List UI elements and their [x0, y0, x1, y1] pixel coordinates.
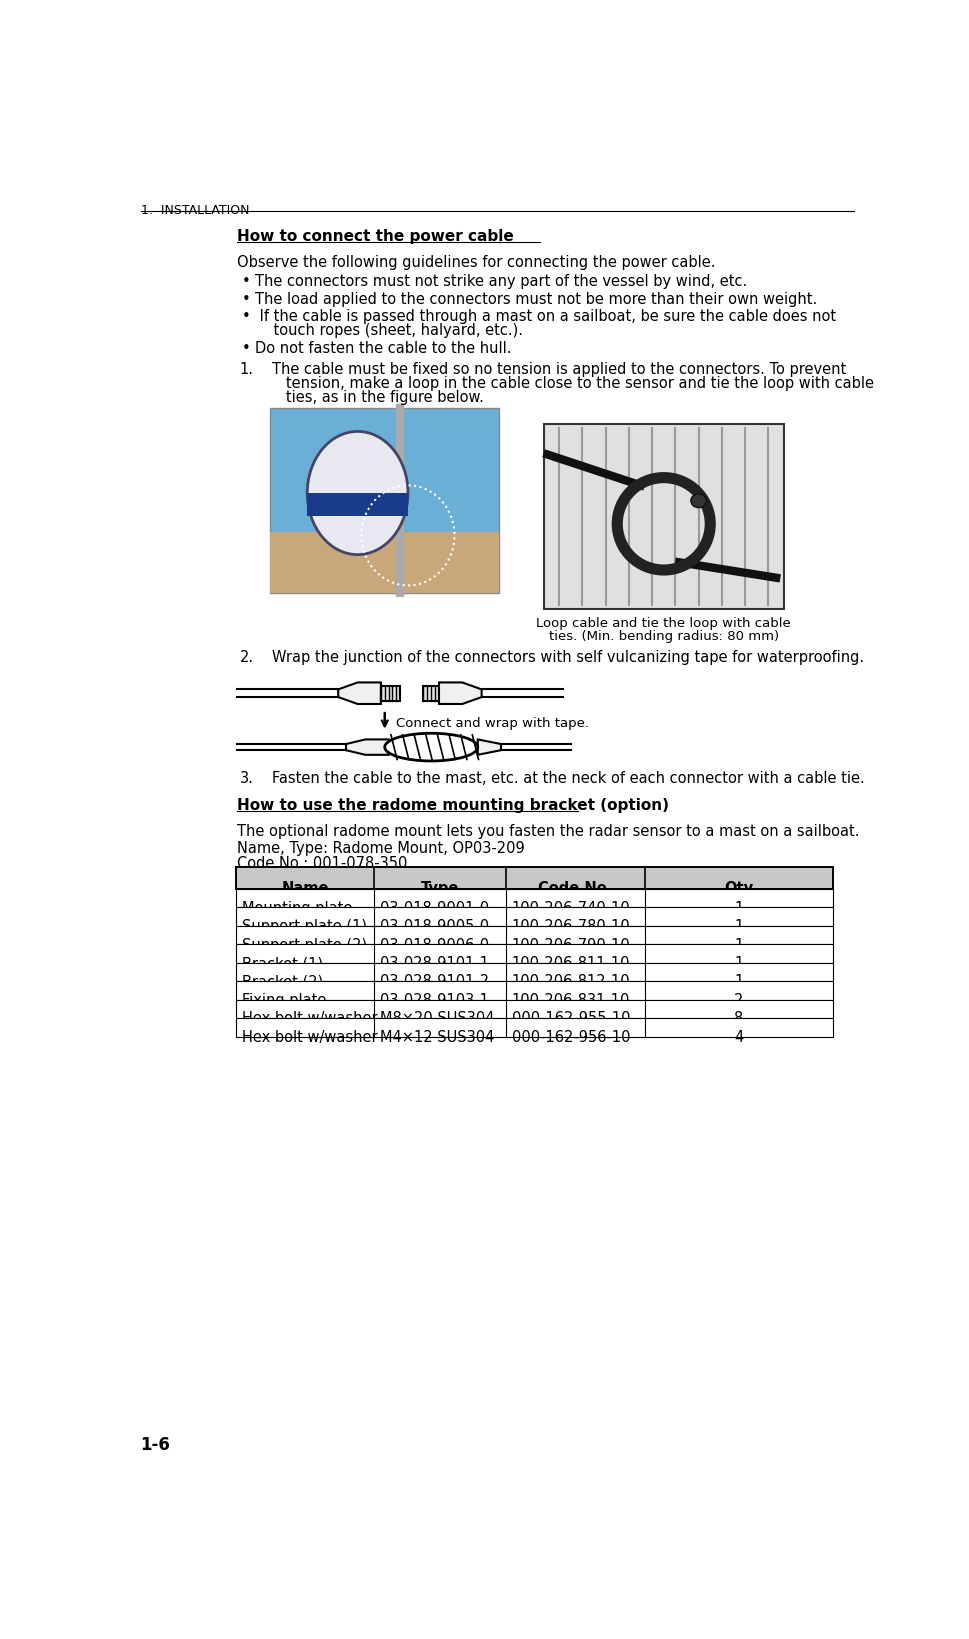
Bar: [381, 687, 400, 701]
Polygon shape: [478, 739, 500, 756]
Text: Hex bolt w/washer: Hex bolt w/washer: [242, 1011, 377, 1026]
Text: Name, Type: Radome Mount, OP03-209: Name, Type: Radome Mount, OP03-209: [237, 841, 524, 856]
Bar: [235, 1000, 831, 1018]
Bar: [235, 982, 831, 1000]
Text: 1: 1: [734, 900, 743, 915]
Text: 000-162-955-10: 000-162-955-10: [512, 1011, 630, 1026]
Text: 1: 1: [734, 918, 743, 934]
Bar: [423, 687, 439, 701]
Ellipse shape: [385, 734, 478, 762]
Text: Type: Type: [421, 880, 458, 895]
Text: Do not fasten the cable to the hull.: Do not fasten the cable to the hull.: [254, 341, 511, 356]
Text: 100-206-790-10: 100-206-790-10: [512, 938, 630, 952]
Text: Code No.: Code No.: [538, 880, 612, 895]
Text: The cable must be fixed so no tension is applied to the connectors. To prevent: The cable must be fixed so no tension is…: [272, 362, 846, 377]
Bar: [235, 908, 831, 926]
Text: Wrap the junction of the connectors with self vulcanizing tape for waterproofing: Wrap the junction of the connectors with…: [272, 649, 863, 664]
Text: 1.  INSTALLATION: 1. INSTALLATION: [141, 205, 249, 218]
Bar: [543, 425, 783, 610]
Text: •: •: [241, 274, 250, 288]
Text: tension, make a loop in the cable close to the sensor and tie the loop with cabl: tension, make a loop in the cable close …: [272, 375, 873, 392]
Text: 100-206-811-10: 100-206-811-10: [512, 956, 630, 970]
Text: touch ropes (sheet, halyard, etc.).: touch ropes (sheet, halyard, etc.).: [254, 323, 522, 338]
Text: 3.: 3.: [239, 770, 254, 785]
Text: 100-206-740-10: 100-206-740-10: [512, 900, 630, 915]
Bar: [269, 410, 498, 593]
Text: How to connect the power cable: How to connect the power cable: [237, 229, 514, 244]
Bar: [307, 493, 408, 516]
Bar: [235, 867, 831, 890]
Bar: [235, 944, 831, 964]
Text: If the cable is passed through a mast on a sailboat, be sure the cable does not: If the cable is passed through a mast on…: [254, 310, 835, 325]
Text: 2.: 2.: [239, 649, 254, 664]
Text: 8: 8: [734, 1011, 743, 1026]
Text: 1: 1: [734, 938, 743, 952]
Text: 100-206-780-10: 100-206-780-10: [512, 918, 630, 934]
Text: 1: 1: [734, 956, 743, 970]
Text: ties. (Min. bending radius: 80 mm): ties. (Min. bending radius: 80 mm): [548, 629, 778, 642]
Text: Support plate (1): Support plate (1): [242, 918, 367, 934]
Text: 03-028-9101-2: 03-028-9101-2: [380, 974, 488, 988]
Text: 1: 1: [734, 974, 743, 988]
Polygon shape: [338, 683, 381, 705]
Text: ties, as in the figure below.: ties, as in the figure below.: [272, 390, 484, 405]
Text: Qty: Qty: [724, 880, 753, 895]
Text: M4×12 SUS304: M4×12 SUS304: [380, 1029, 494, 1044]
Text: M8×20 SUS304: M8×20 SUS304: [380, 1011, 494, 1026]
Text: 1-6: 1-6: [141, 1436, 171, 1454]
Text: The optional radome mount lets you fasten the radar sensor to a mast on a sailbo: The optional radome mount lets you faste…: [237, 823, 860, 838]
Text: The load applied to the connectors must not be more than their own weight.: The load applied to the connectors must …: [254, 292, 816, 306]
Bar: [235, 964, 831, 982]
Text: 03-028-9103-1: 03-028-9103-1: [380, 992, 488, 1008]
Text: •: •: [241, 310, 250, 325]
Text: Hex bolt w/washer: Hex bolt w/washer: [242, 1029, 377, 1044]
Text: Loop cable and tie the loop with cable: Loop cable and tie the loop with cable: [536, 616, 791, 629]
Text: 03-028-9101-1: 03-028-9101-1: [380, 956, 488, 970]
Text: 000-162-956-10: 000-162-956-10: [512, 1029, 630, 1044]
Text: Bracket (1): Bracket (1): [242, 956, 323, 970]
Ellipse shape: [690, 495, 705, 508]
Text: Connect and wrap with tape.: Connect and wrap with tape.: [396, 716, 589, 729]
Text: •: •: [241, 292, 250, 306]
Text: Mounting plate: Mounting plate: [242, 900, 352, 915]
Text: 1.: 1.: [239, 362, 254, 377]
Text: Fixing plate: Fixing plate: [242, 992, 327, 1008]
Text: Fasten the cable to the mast, etc. at the neck of each connector with a cable ti: Fasten the cable to the mast, etc. at th…: [272, 770, 864, 785]
Ellipse shape: [307, 433, 408, 556]
Text: •: •: [241, 341, 250, 356]
Text: How to use the radome mounting bracket (option): How to use the radome mounting bracket (…: [237, 798, 669, 813]
Bar: [235, 926, 831, 944]
Text: The connectors must not strike any part of the vessel by wind, etc.: The connectors must not strike any part …: [254, 274, 746, 288]
Text: Support plate (2): Support plate (2): [242, 938, 367, 952]
Text: 100-206-831-10: 100-206-831-10: [512, 992, 630, 1008]
Text: 03-018-9001-0: 03-018-9001-0: [380, 900, 488, 915]
Text: Code No.: 001-078-350: Code No.: 001-078-350: [237, 856, 407, 870]
Text: Name: Name: [281, 880, 328, 895]
Polygon shape: [439, 683, 482, 705]
Bar: [235, 1018, 831, 1037]
Polygon shape: [346, 739, 389, 756]
Text: 4: 4: [734, 1029, 743, 1044]
Text: 03-018-9006-0: 03-018-9006-0: [380, 938, 488, 952]
Text: RUNO: RUNO: [337, 505, 378, 518]
Text: Observe the following guidelines for connecting the power cable.: Observe the following guidelines for con…: [237, 254, 715, 269]
Bar: [235, 867, 831, 890]
Text: 2: 2: [734, 992, 743, 1008]
Bar: [269, 533, 498, 593]
Text: 03-018-9005-0: 03-018-9005-0: [380, 918, 488, 934]
Text: Bracket (2): Bracket (2): [242, 974, 323, 988]
Text: 100-206-812-10: 100-206-812-10: [512, 974, 630, 988]
Bar: [235, 890, 831, 908]
